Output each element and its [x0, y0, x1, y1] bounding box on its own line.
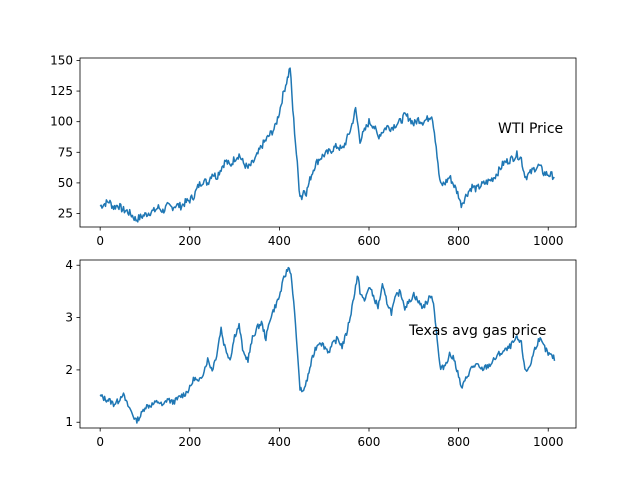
top-y-axis: 25 50 75 100 125 150 — [50, 53, 80, 221]
x-tick-label: 400 — [268, 234, 291, 248]
texas-gas-price-annotation: Texas avg gas price — [408, 323, 546, 339]
wti-price-annotation: WTI Price — [498, 121, 563, 137]
y-tick-label: 100 — [50, 115, 73, 129]
top-chart: 0 200 400 600 800 1000 25 50 75 100 125 150 WTI Pr… — [50, 53, 577, 248]
y-tick-label: 3 — [65, 311, 73, 325]
top-axes-frame — [79, 57, 577, 228]
y-tick-label: 150 — [50, 53, 73, 67]
texas-gas-price-line — [99, 266, 556, 424]
bottom-chart: 0 200 400 600 800 1000 1 2 3 4 Texas avg gas pri… — [65, 258, 577, 449]
x-tick-label: 200 — [178, 435, 201, 449]
y-tick-label: 1 — [65, 415, 73, 429]
x-tick-label: 0 — [96, 234, 104, 248]
wti-price-line — [99, 67, 555, 223]
x-tick-label: 800 — [447, 234, 470, 248]
x-tick-label: 400 — [268, 435, 291, 449]
x-tick-label: 600 — [358, 234, 381, 248]
y-tick-label: 4 — [65, 258, 73, 272]
y-tick-label: 125 — [50, 84, 73, 98]
bottom-y-axis: 1 2 3 4 — [65, 258, 80, 429]
y-tick-label: 75 — [58, 145, 73, 159]
y-tick-label: 25 — [58, 207, 73, 221]
x-tick-label: 600 — [358, 435, 381, 449]
x-tick-label: 800 — [447, 435, 470, 449]
x-tick-label: 1000 — [533, 435, 564, 449]
x-tick-label: 1000 — [533, 234, 564, 248]
x-tick-label: 200 — [178, 234, 201, 248]
y-tick-label: 2 — [65, 363, 73, 377]
bottom-x-axis: 0 200 400 600 800 1000 — [96, 428, 563, 449]
top-x-axis: 0 200 400 600 800 1000 — [96, 227, 563, 248]
y-tick-label: 50 — [58, 176, 73, 190]
bottom-axes-frame — [79, 259, 577, 429]
x-tick-label: 0 — [96, 435, 104, 449]
